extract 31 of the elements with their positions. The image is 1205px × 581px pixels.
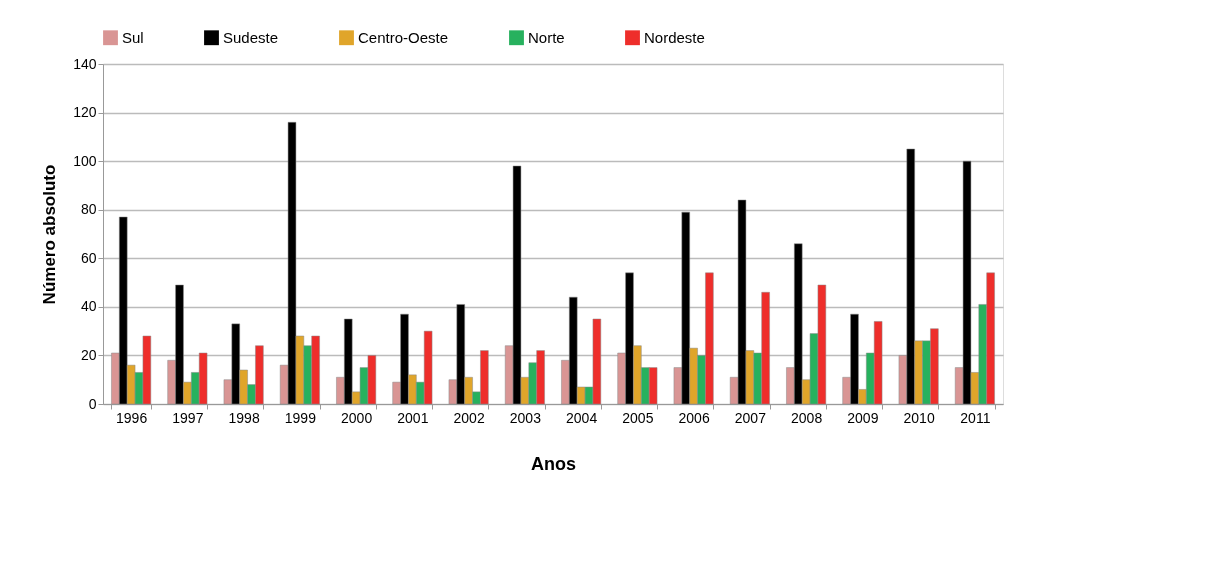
x-tick-label: 2008	[791, 409, 823, 426]
x-tick-label: 2009	[847, 409, 879, 426]
y-tick-label: 40	[80, 298, 97, 315]
legend-label: Centro-Oeste	[358, 28, 449, 46]
x-tick-label: 1996	[116, 409, 148, 426]
x-tick-label: 2007	[734, 409, 767, 426]
legend-label: Nordeste	[644, 28, 705, 46]
x-tick-label: 2011	[960, 409, 991, 426]
y-tick-label: 20	[80, 346, 97, 363]
x-tick-label: 1998	[228, 409, 260, 426]
y-tick-label: 80	[80, 201, 97, 218]
x-axis-title: Anos	[531, 453, 576, 474]
legend-label: Sudeste	[223, 28, 279, 46]
legend-label: Norte	[528, 28, 565, 46]
y-axis-title: Número absoluto	[40, 164, 60, 305]
x-tick-label: 1999	[284, 409, 317, 426]
legend-label: Sul	[122, 28, 144, 46]
x-tick-label: 1997	[172, 409, 204, 426]
x-tick-label: 2000	[341, 409, 373, 426]
x-tick-label: 2010	[903, 409, 935, 426]
y-tick-label: 120	[73, 104, 97, 121]
x-tick-label: 2005	[622, 409, 654, 426]
x-tick-label: 2002	[453, 409, 485, 426]
y-tick-label: 100	[73, 152, 97, 169]
x-tick-label: 2001	[397, 409, 429, 426]
x-tick-label: 2006	[678, 409, 710, 426]
y-tick-label: 0	[88, 395, 97, 412]
y-tick-label: 140	[73, 55, 97, 72]
y-tick-label: 60	[80, 249, 97, 266]
x-tick-label: 2003	[509, 409, 542, 426]
x-tick-label: 2004	[566, 409, 598, 426]
